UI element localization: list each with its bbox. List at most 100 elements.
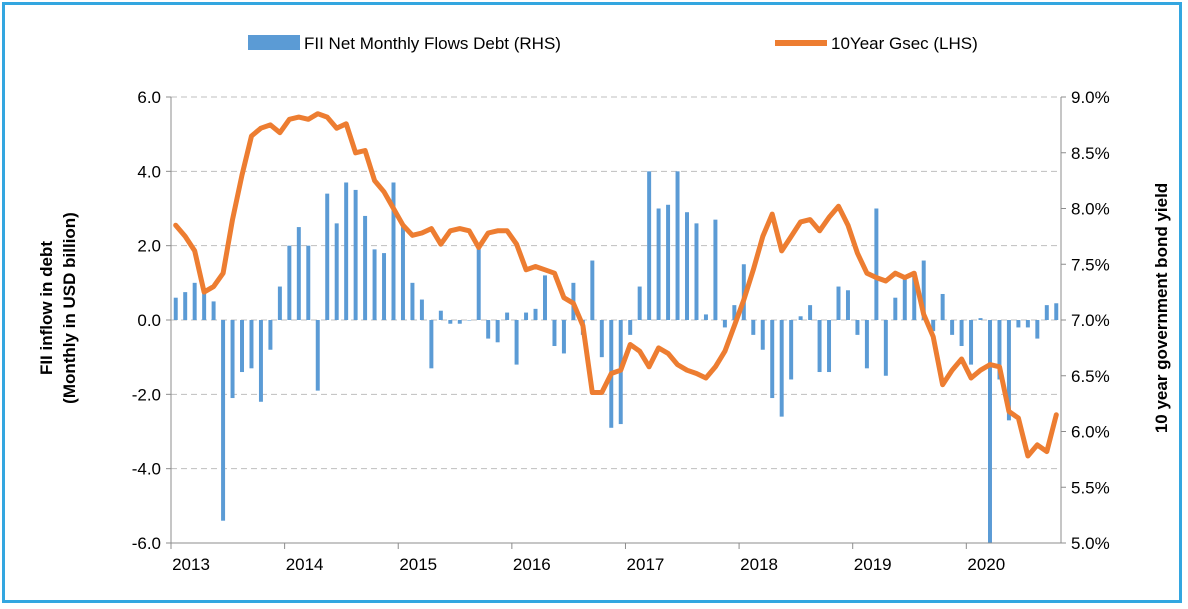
left-tick-label: -6.0 [132,534,161,553]
fii-flow-bar [391,182,396,320]
fii-flow-bar [789,320,794,380]
left-tick-label: 0.0 [137,311,161,330]
fii-flow-bar [221,320,226,521]
fii-flow-bar [732,305,737,320]
fii-flow-bar [770,320,775,399]
right-tick-label: 5.0% [1071,534,1110,553]
fii-flow-bar [514,320,519,365]
gsec-line-layer [173,111,1059,459]
left-tick-label: 6.0 [137,88,161,107]
fii-flow-bar [1006,320,1011,421]
fii-flow-bar [1054,303,1059,320]
x-tick-label: 2018 [740,555,778,574]
fii-flow-bar [912,275,917,320]
fii-flow-bar [258,320,263,402]
fii-flow-bar [647,171,652,320]
fii-flow-bar [760,320,765,350]
right-tick-label: 8.0% [1071,200,1110,219]
fii-flow-bar [666,204,671,320]
fii-flow-bar [599,320,604,358]
right-tick-label: 6.5% [1071,367,1110,386]
x-tick-label: 2020 [967,555,1005,574]
fii-flow-bar [827,320,832,373]
left-tick-label: -2.0 [132,385,161,404]
fii-flow-bar [997,320,1002,380]
fii-flow-bar [419,299,424,320]
fii-flow-bar [836,286,841,320]
x-tick-label: 2016 [513,555,551,574]
x-tick-label: 2017 [627,555,665,574]
x-tick-label: 2015 [399,555,437,574]
fii-flow-bar [902,275,907,320]
fii-flow-bar [1016,320,1021,328]
legend-label-gsec: 10Year Gsec (LHS) [831,34,978,53]
x-axis-ticks: 2013 2014 2015 2016 2017 2018 2019 2020 [170,543,1005,574]
fii-flow-bar [173,297,178,320]
fii-flow-bar [817,320,822,373]
x-tick-label: 2019 [854,555,892,574]
fii-flow-bar [675,171,680,320]
fii-flow-bar [988,320,992,543]
fii-flow-bar [1025,320,1030,328]
fii-flow-bar [476,245,481,320]
x-tick-label: 2013 [172,555,210,574]
fii-flow-bar [950,320,955,335]
fii-flow-bar [845,290,850,320]
fii-flow-bar [978,318,983,320]
fii-flow-bar [486,320,491,339]
fii-flow-bar [1035,320,1040,339]
fii-flow-bar [240,320,244,373]
fii-flow-bar [694,223,699,320]
left-tick-label: -4.0 [132,460,161,479]
right-tick-label: 7.0% [1071,311,1110,330]
fii-flow-bar [883,320,888,376]
fii-flow-bar [183,292,188,320]
fii-flow-bar [656,208,661,320]
fii-flow-bar [505,312,510,320]
fii-flow-bar [211,301,216,320]
fii-flow-bar [363,215,368,320]
fii-flow-bar [969,320,974,365]
fii-flow-bar [590,260,595,320]
fii-flow-bar [931,320,936,332]
fii-flow-bar [543,275,547,320]
fii-flow-bar [552,320,557,347]
fii-flow-bar [628,320,633,335]
fii-flow-bar [893,297,898,320]
fii-flow-bar [457,320,462,324]
fii-flow-bar [334,223,339,320]
fii-flow-bar [382,253,387,320]
fii-flow-bar [959,320,964,347]
fii-flow-bar [561,320,566,354]
fii-flow-bar [372,249,377,320]
fii-flow-bar [533,308,538,320]
left-tick-label: 4.0 [137,162,161,181]
fii-flow-bar [353,189,358,320]
x-tick-label: 2014 [286,555,324,574]
fii-flow-bar [921,260,926,320]
gridlines [171,96,1061,470]
fii-flow-bar [192,282,197,320]
right-tick-label: 8.5% [1071,144,1110,163]
fii-flow-bar [296,227,301,320]
left-axis-title-line2: (Monthly in USD billion) [60,212,79,404]
chart-svg: FII Net Monthly Flows Debt (RHS) 10Year … [37,34,1171,574]
fii-flow-bar [400,227,405,320]
fii-flow-bar [325,193,330,320]
fii-flow-bar [467,320,472,321]
fii-flow-bar [287,245,292,320]
fii-flow-bar [1044,305,1049,320]
legend-label-fii-flows: FII Net Monthly Flows Debt (RHS) [304,34,561,53]
right-tick-label: 9.0% [1071,88,1110,107]
right-tick-label: 6.0% [1071,423,1110,442]
fii-flow-bar [344,182,349,320]
fii-flow-bar [268,320,273,350]
fii-flow-bar [798,316,803,320]
fii-flow-bar [637,286,642,320]
fii-flow-bar [306,245,311,320]
fii-flow-bars [173,171,1059,543]
right-axis-ticks: 9.0% 8.5% 8.0% 7.5% 7.0% 6.5% 6.0% 5.5% 5.0% [1061,88,1110,553]
fii-flow-bar [713,219,718,320]
fii-flow-bar [524,312,529,320]
legend: FII Net Monthly Flows Debt (RHS) 10Year … [248,34,978,53]
